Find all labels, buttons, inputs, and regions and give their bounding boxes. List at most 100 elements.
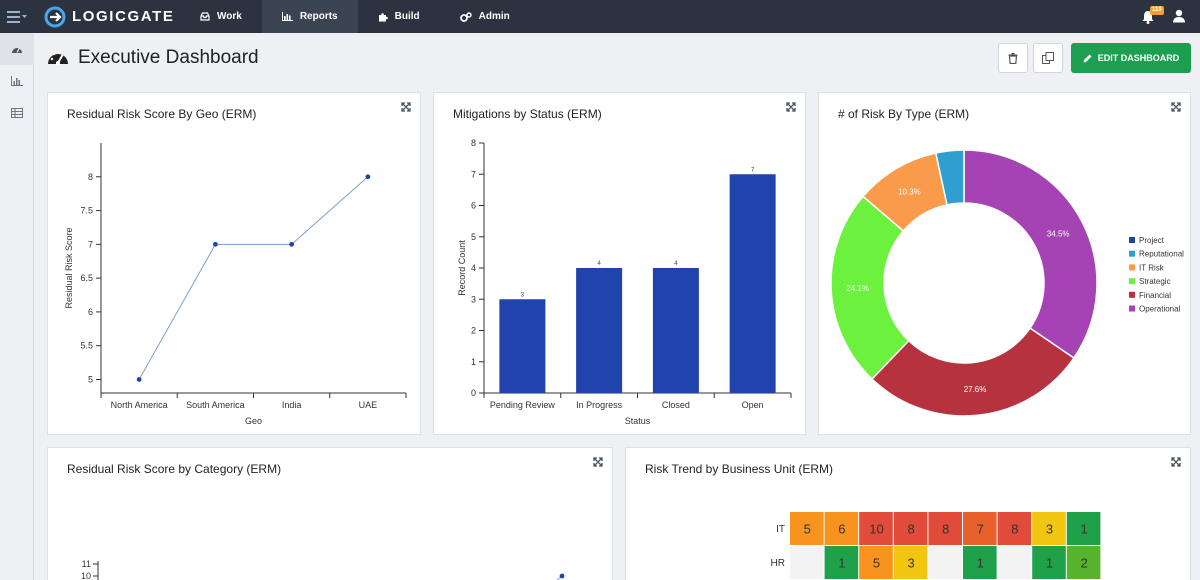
bar-value-label: 4 bbox=[674, 261, 678, 267]
heatmap-cell bbox=[1032, 512, 1066, 545]
puzzle-icon bbox=[378, 12, 388, 21]
y-axis-title: Residual Risk Score bbox=[64, 227, 74, 308]
copy-dashboard-button[interactable] bbox=[1033, 43, 1063, 73]
dashboard-icon bbox=[12, 47, 22, 53]
data-point bbox=[365, 174, 371, 180]
cogs-icon bbox=[459, 11, 472, 22]
sidebar-item-reports[interactable] bbox=[0, 65, 34, 97]
bar-value-label: 7 bbox=[751, 167, 755, 173]
legend-label: IT Risk bbox=[1139, 263, 1165, 272]
category-risk-card: 11 10 Residual Risk Score by Category (ER… bbox=[47, 447, 613, 580]
series-line bbox=[556, 575, 563, 580]
copy-icon bbox=[1042, 52, 1054, 64]
brand-logo[interactable]: LOGICGATE bbox=[44, 0, 174, 33]
heatmap-cell bbox=[963, 512, 997, 545]
heatmap-cell-value: 8 bbox=[1011, 522, 1018, 537]
heatmap-cell-value: 1 bbox=[1080, 522, 1087, 537]
expand-icon[interactable] bbox=[593, 457, 603, 467]
geo-risk-card: 5 5.5 6 6.5 7 7.5 8 North America South America I… bbox=[47, 92, 421, 435]
edit-dashboard-button[interactable]: EDIT DASHBOARD bbox=[1071, 43, 1191, 73]
series-line bbox=[138, 176, 369, 380]
heatmap-cell bbox=[997, 546, 1032, 579]
risk-trend-card-title: Risk Trend by Business Unit (ERM) bbox=[645, 462, 834, 476]
expand-icon[interactable] bbox=[401, 102, 411, 112]
expand-icon[interactable] bbox=[786, 102, 796, 112]
legend-label: Strategic bbox=[1139, 277, 1171, 286]
risk-type-card-title: # of Risk By Type (ERM) bbox=[838, 107, 970, 121]
slice-label: 24.1% bbox=[846, 284, 869, 293]
heatmap-cell-value: 10 bbox=[869, 522, 883, 537]
heatmap-cell-value: 1 bbox=[838, 556, 845, 571]
y-tick-label: 11 bbox=[82, 559, 91, 569]
y-tick-label: 10 bbox=[81, 571, 91, 580]
geo-card-title: Residual Risk Score By Geo (ERM) bbox=[67, 107, 257, 121]
notification-count-badge: 119 bbox=[1150, 6, 1164, 15]
nav-admin[interactable]: Admin bbox=[440, 0, 530, 33]
expand-icon[interactable] bbox=[1171, 457, 1181, 467]
page-title: Executive Dashboard bbox=[78, 47, 259, 68]
y-axis-title: Record Count bbox=[457, 240, 467, 296]
category-card-title: Residual Risk Score by Category (ERM) bbox=[67, 462, 282, 476]
y-tick-label: 0 bbox=[471, 388, 476, 398]
data-point bbox=[559, 573, 565, 579]
user-profile-icon[interactable] bbox=[1172, 9, 1186, 23]
brand-name: LOGICGATE bbox=[72, 8, 175, 25]
bar bbox=[576, 268, 623, 393]
legend-swatch bbox=[1129, 305, 1135, 312]
heatmap-cell-value: 8 bbox=[907, 522, 914, 537]
top-nav-bar: LOGICGATE Work Reports Build Admin 119 bbox=[0, 0, 1200, 33]
heatmap-cell-value: 1 bbox=[1046, 556, 1053, 571]
sidebar-item-tables[interactable] bbox=[0, 97, 34, 129]
x-tick-label: Open bbox=[742, 400, 764, 410]
nav-reports[interactable]: Reports bbox=[261, 0, 358, 33]
x-axis-title: Status bbox=[625, 416, 651, 426]
left-sidebar bbox=[0, 33, 34, 580]
y-tick-label: 5 bbox=[88, 374, 93, 384]
x-tick-label: South America bbox=[186, 400, 245, 410]
x-tick-label: UAE bbox=[359, 400, 378, 410]
bar bbox=[729, 174, 776, 393]
nav-reports-label: Reports bbox=[299, 11, 338, 22]
legend-swatch bbox=[1129, 291, 1135, 298]
y-tick-label: 1 bbox=[471, 357, 476, 367]
y-tick-label: 7 bbox=[88, 239, 93, 249]
nav-build[interactable]: Build bbox=[358, 0, 440, 33]
data-point bbox=[289, 241, 295, 247]
risk-trend-heatmap: IT 5 6 10 8 8 7 8 3 1 HR 1 5 3 1 1 2 bbox=[771, 512, 1101, 579]
nav-work-label: Work bbox=[217, 11, 242, 22]
bar-value-label: 4 bbox=[597, 261, 601, 267]
heatmap-cell-value: 7 bbox=[977, 522, 984, 537]
y-tick-label: 2 bbox=[471, 326, 476, 336]
expand-icon[interactable] bbox=[1171, 102, 1181, 112]
menu-toggle-button[interactable] bbox=[0, 0, 34, 33]
sidebar-item-dashboards[interactable] bbox=[0, 33, 34, 65]
heatmap-cell-value: 5 bbox=[804, 522, 811, 537]
heatmap-cell-value: 6 bbox=[838, 522, 845, 537]
heatmap-row-label: HR bbox=[771, 558, 785, 569]
legend-swatch bbox=[1129, 250, 1135, 257]
y-tick-label: 8 bbox=[88, 172, 93, 182]
legend-label: Reputational bbox=[1139, 250, 1184, 259]
heatmap-cell bbox=[824, 512, 859, 545]
heatmap-cell bbox=[859, 546, 893, 579]
data-point bbox=[136, 377, 142, 382]
y-tick-label: 6.5 bbox=[80, 273, 93, 283]
y-tick-label: 6 bbox=[88, 307, 93, 317]
main-nav: Work Reports Build Admin bbox=[180, 0, 530, 33]
heatmap-cell-value: 3 bbox=[907, 556, 914, 571]
legend-swatch bbox=[1129, 278, 1135, 285]
heatmap-cell bbox=[928, 546, 962, 579]
slice-label: 34.5% bbox=[1047, 229, 1070, 238]
legend-label: Operational bbox=[1139, 305, 1181, 314]
delete-dashboard-button[interactable] bbox=[998, 43, 1028, 73]
x-tick-label: North America bbox=[111, 400, 168, 410]
nav-work[interactable]: Work bbox=[180, 0, 262, 33]
inbox-icon bbox=[200, 12, 210, 21]
legend-swatch bbox=[1129, 237, 1135, 243]
y-tick-label: 8 bbox=[471, 138, 476, 148]
donut-slice bbox=[934, 149, 965, 206]
heatmap-row-label: IT bbox=[776, 524, 785, 535]
dashboard-icon bbox=[48, 50, 68, 65]
nav-build-label: Build bbox=[394, 11, 420, 22]
